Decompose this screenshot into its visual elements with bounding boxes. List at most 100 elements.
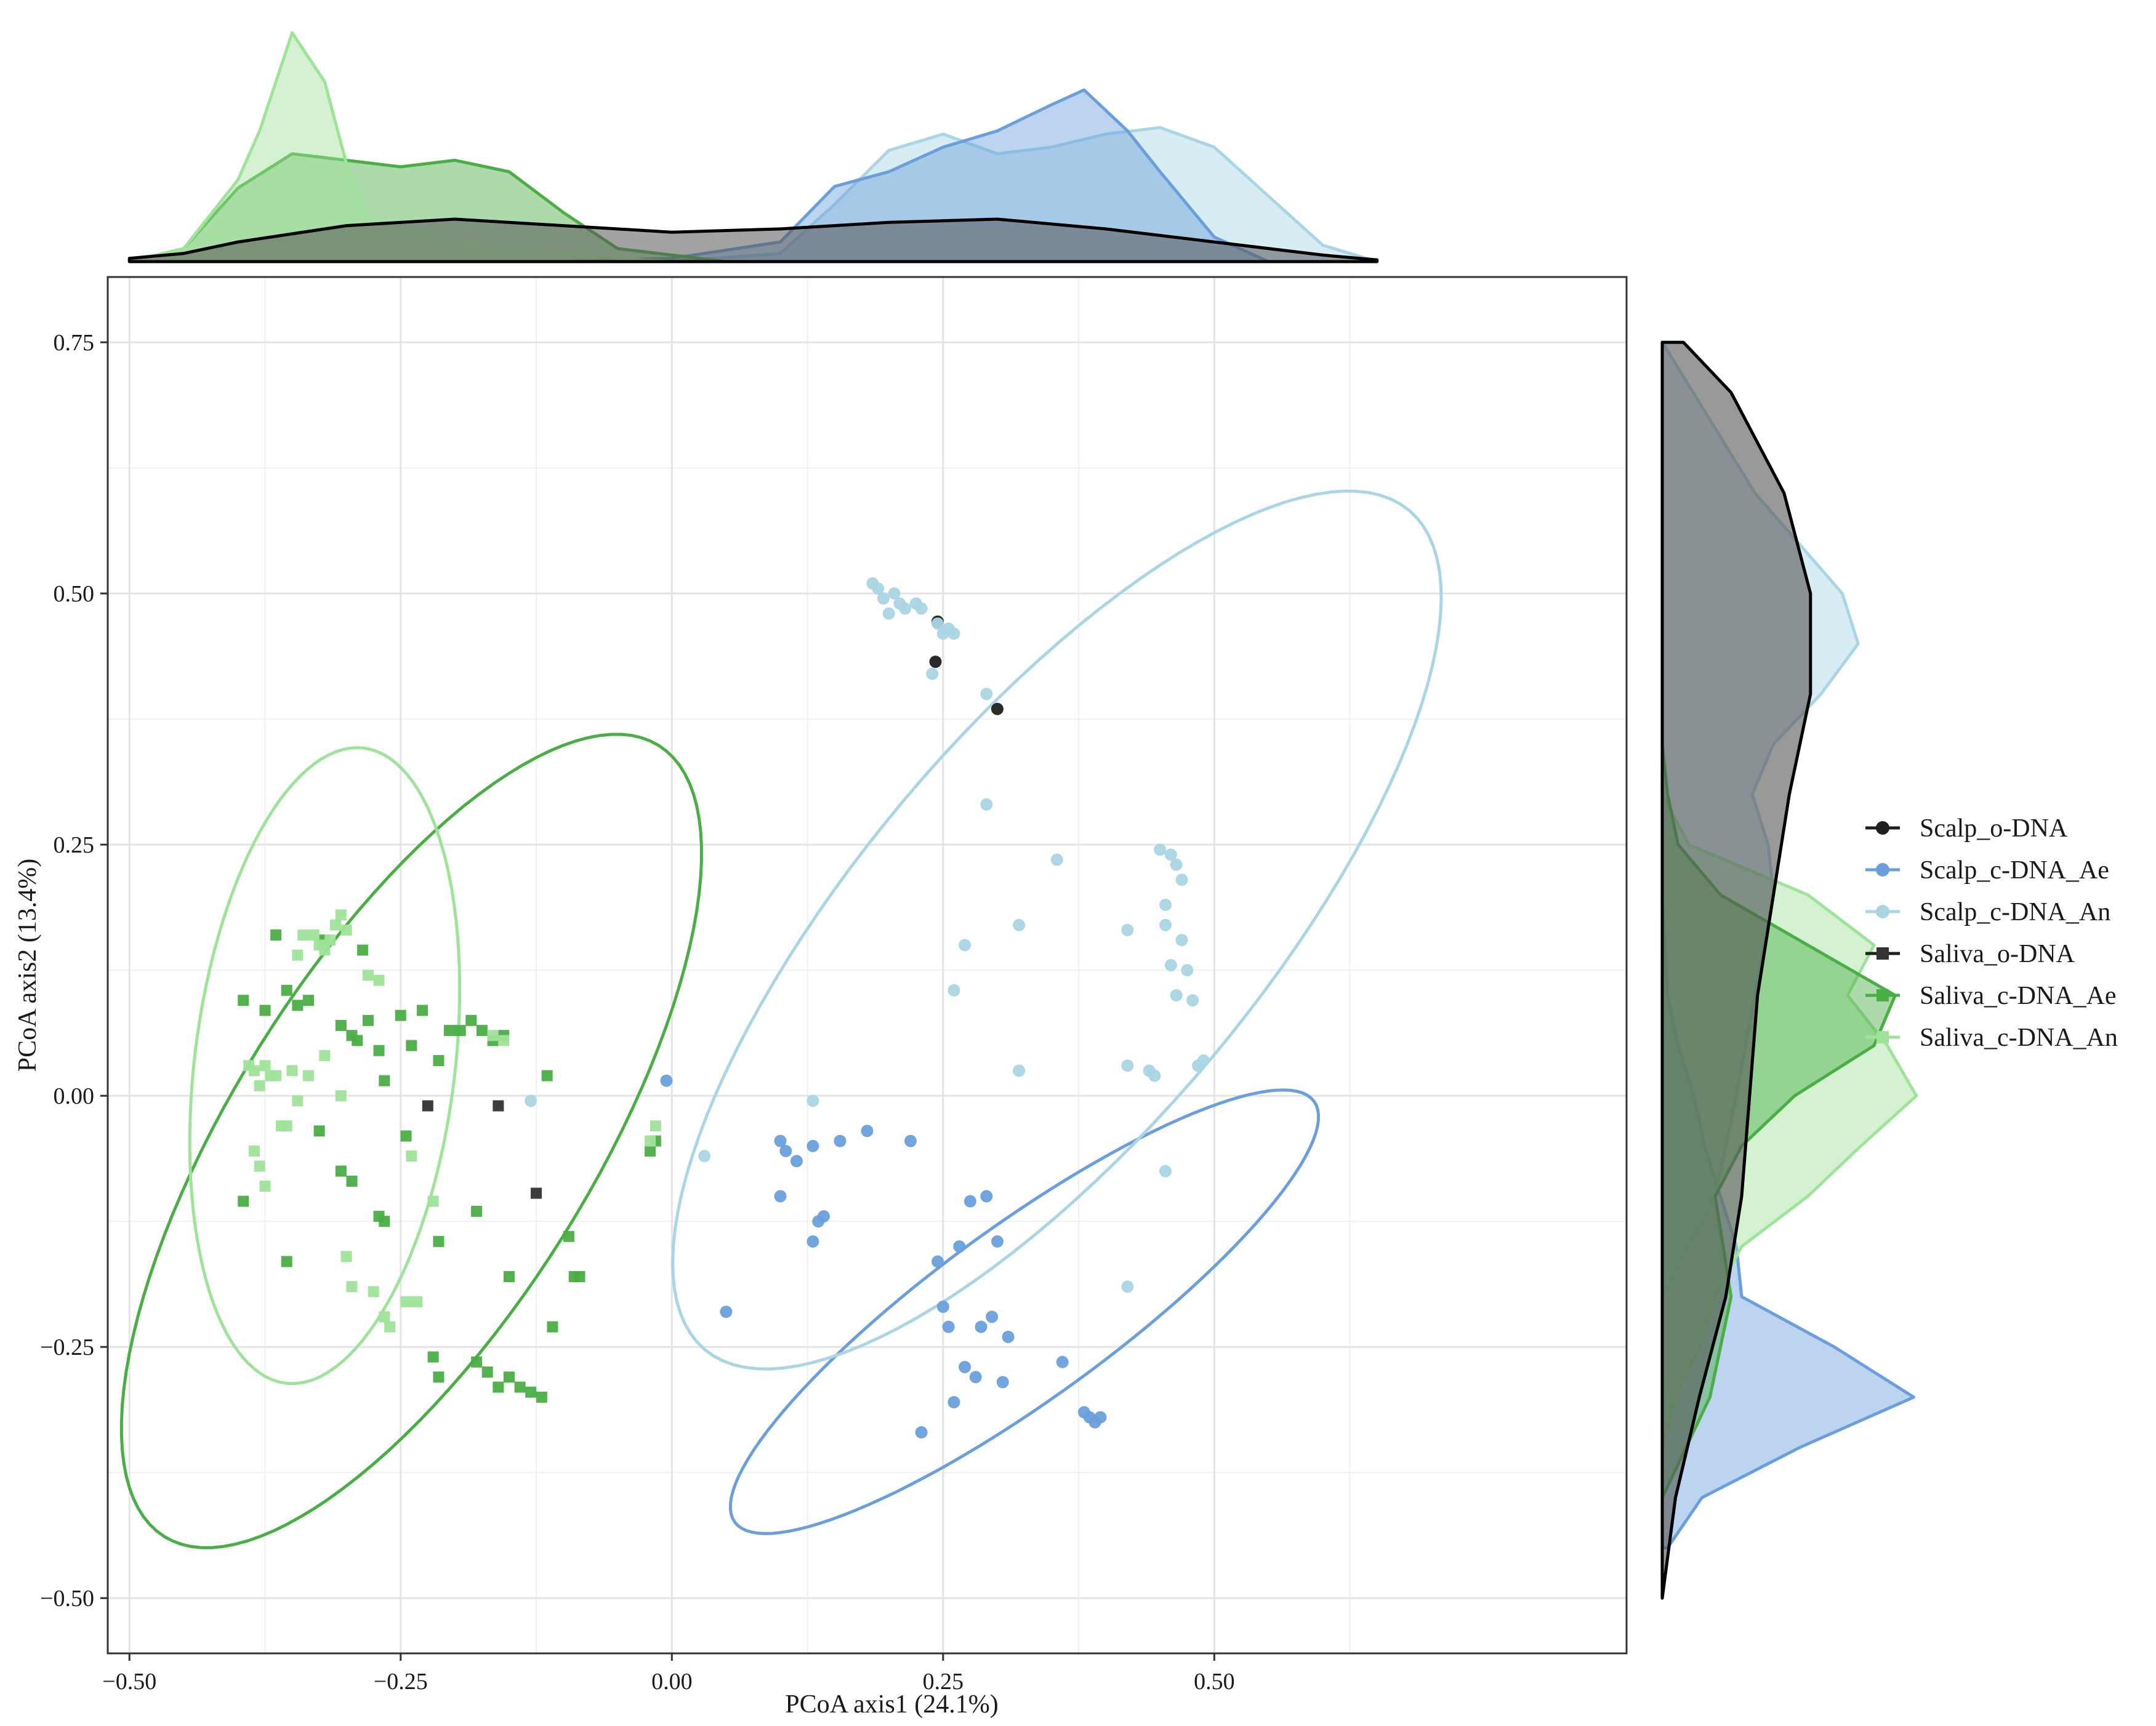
y-axis-title: PCoA axis2 (13.4%) — [14, 859, 42, 1072]
x-tick-label: 0.25 — [923, 1669, 964, 1695]
point-saliva-c-dna-an — [270, 1070, 282, 1082]
point-saliva-c-dna-an — [487, 1030, 499, 1042]
point-saliva-c-dna-an — [373, 974, 385, 986]
point-scalp-c-dna-an — [899, 602, 912, 615]
point-saliva-c-dna-an — [340, 1251, 352, 1262]
point-scalp-c-dna-ae — [1094, 1411, 1107, 1424]
x-tick-label: 0.00 — [651, 1669, 693, 1695]
legend: Scalp_o-DNA Scalp_c-DNA_Ae Scalp_c-DNA_An S… — [1865, 814, 2118, 1052]
point-scalp-c-dna-ae — [1056, 1355, 1069, 1368]
legend-marker-scalp-o-dna — [1876, 821, 1889, 835]
point-saliva-c-dna-ae — [563, 1230, 574, 1242]
point-scalp-c-dna-an — [525, 1094, 537, 1107]
point-scalp-o-dna — [991, 702, 1004, 715]
legend-label-saliva-c-dna-an: Saliva_c-DNA_An — [1920, 1024, 2118, 1052]
point-saliva-c-dna-ae — [541, 1070, 553, 1082]
point-saliva-c-dna-ae — [444, 1025, 456, 1037]
point-saliva-c-dna-ae — [379, 1075, 390, 1086]
point-saliva-c-dna-an — [297, 929, 309, 941]
main-scatter-plot: −0.50 −0.25 0.00 0.25 0.50 −0.50 −0.25 0.00 0.25… — [14, 276, 1628, 1719]
point-scalp-c-dna-ae — [986, 1311, 999, 1323]
point-scalp-c-dna-an — [1170, 989, 1183, 1001]
point-scalp-c-dna-an — [1164, 959, 1177, 971]
point-scalp-c-dna-an — [1159, 918, 1172, 931]
point-saliva-c-dna-ae — [281, 984, 292, 996]
point-scalp-c-dna-ae — [774, 1190, 787, 1203]
point-scalp-c-dna-ae — [915, 1426, 928, 1439]
point-scalp-c-dna-an — [698, 1150, 711, 1163]
point-scalp-c-dna-an — [1175, 934, 1188, 947]
point-saliva-c-dna-ae — [238, 995, 249, 1006]
point-saliva-c-dna-ae — [433, 1055, 444, 1067]
legend-label-scalp-c-dna-an: Scalp_c-DNA_An — [1920, 898, 2110, 926]
point-saliva-c-dna-ae — [346, 1175, 358, 1187]
x-tick-label: −0.50 — [102, 1669, 156, 1695]
point-scalp-c-dna-an — [1181, 964, 1194, 977]
point-saliva-c-dna-an — [427, 1195, 439, 1207]
point-scalp-c-dna-an — [888, 587, 901, 600]
y-tick-label: 0.50 — [54, 581, 95, 607]
point-saliva-c-dna-an — [248, 1065, 260, 1077]
point-saliva-c-dna-ae — [395, 1010, 406, 1021]
point-saliva-c-dna-an — [281, 1120, 292, 1132]
legend-label-scalp-o-dna: Scalp_o-DNA — [1920, 814, 2068, 843]
point-scalp-c-dna-an — [959, 939, 971, 952]
point-saliva-c-dna-ae — [373, 1045, 385, 1056]
ellipse-scalp-c-dna-an — [671, 489, 1443, 1371]
point-saliva-c-dna-an — [411, 1296, 423, 1307]
point-saliva-c-dna-an — [292, 1095, 304, 1107]
point-saliva-c-dna-an — [340, 924, 352, 936]
right-density-plot — [1660, 340, 1918, 1600]
point-saliva-c-dna-an — [368, 1286, 379, 1298]
point-saliva-c-dna-an — [254, 1080, 265, 1091]
point-saliva-c-dna-ae — [238, 1195, 249, 1207]
point-saliva-c-dna-ae — [471, 1205, 483, 1217]
density-x-scalp-o-dna — [127, 217, 1379, 263]
point-saliva-c-dna-an — [319, 1050, 331, 1061]
point-scalp-c-dna-an — [1159, 1165, 1172, 1178]
point-saliva-c-dna-an — [286, 1065, 298, 1077]
point-saliva-c-dna-an — [319, 944, 331, 956]
point-saliva-c-dna-an — [362, 969, 374, 981]
point-saliva-c-dna-an — [292, 949, 304, 961]
point-saliva-c-dna-an — [346, 1281, 358, 1293]
point-saliva-c-dna-ae — [259, 1005, 271, 1016]
point-saliva-c-dna-ae — [281, 1256, 292, 1267]
point-saliva-c-dna-an — [259, 1060, 271, 1072]
point-scalp-c-dna-an — [1148, 1069, 1161, 1082]
ellipse-saliva-c-dna-ae — [119, 733, 703, 1549]
point-saliva-c-dna-ae — [465, 1014, 477, 1026]
point-scalp-c-dna-ae — [660, 1074, 673, 1087]
point-saliva-c-dna-an — [330, 919, 342, 931]
legend-marker-saliva-c-dna-an — [1876, 1031, 1889, 1043]
point-scalp-c-dna-ae — [931, 1255, 944, 1268]
point-saliva-c-dna-ae — [568, 1270, 580, 1282]
point-saliva-c-dna-ae — [379, 1216, 390, 1227]
point-scalp-c-dna-ae — [942, 1320, 955, 1333]
point-scalp-c-dna-ae — [790, 1155, 803, 1168]
point-scalp-c-dna-an — [915, 602, 928, 615]
point-saliva-c-dna-ae — [313, 1125, 325, 1137]
point-scalp-c-dna-an — [1164, 848, 1177, 861]
x-tick-label: −0.25 — [374, 1669, 428, 1695]
point-saliva-c-dna-ae — [503, 1371, 515, 1383]
point-saliva-c-dna-an — [335, 909, 347, 921]
point-scalp-c-dna-ae — [861, 1125, 874, 1138]
point-scalp-c-dna-ae — [806, 1139, 819, 1152]
point-scalp-c-dna-an — [947, 627, 960, 640]
point-saliva-c-dna-an — [302, 1070, 314, 1082]
point-saliva-c-dna-ae — [400, 1130, 412, 1142]
point-scalp-c-dna-an — [1013, 918, 1026, 931]
point-saliva-c-dna-ae — [362, 1014, 374, 1026]
point-saliva-o-dna — [493, 1100, 504, 1112]
point-scalp-c-dna-ae — [975, 1320, 987, 1333]
point-scalp-c-dna-an — [1175, 873, 1188, 886]
point-saliva-o-dna — [531, 1187, 542, 1199]
point-saliva-c-dna-ae — [335, 1165, 347, 1177]
point-scalp-c-dna-ae — [959, 1360, 971, 1373]
point-saliva-c-dna-ae — [292, 1000, 304, 1011]
point-scalp-c-dna-an — [877, 592, 890, 605]
point-scalp-c-dna-an — [882, 607, 895, 620]
point-scalp-c-dna-ae — [806, 1235, 819, 1248]
point-saliva-c-dna-an — [650, 1120, 661, 1132]
